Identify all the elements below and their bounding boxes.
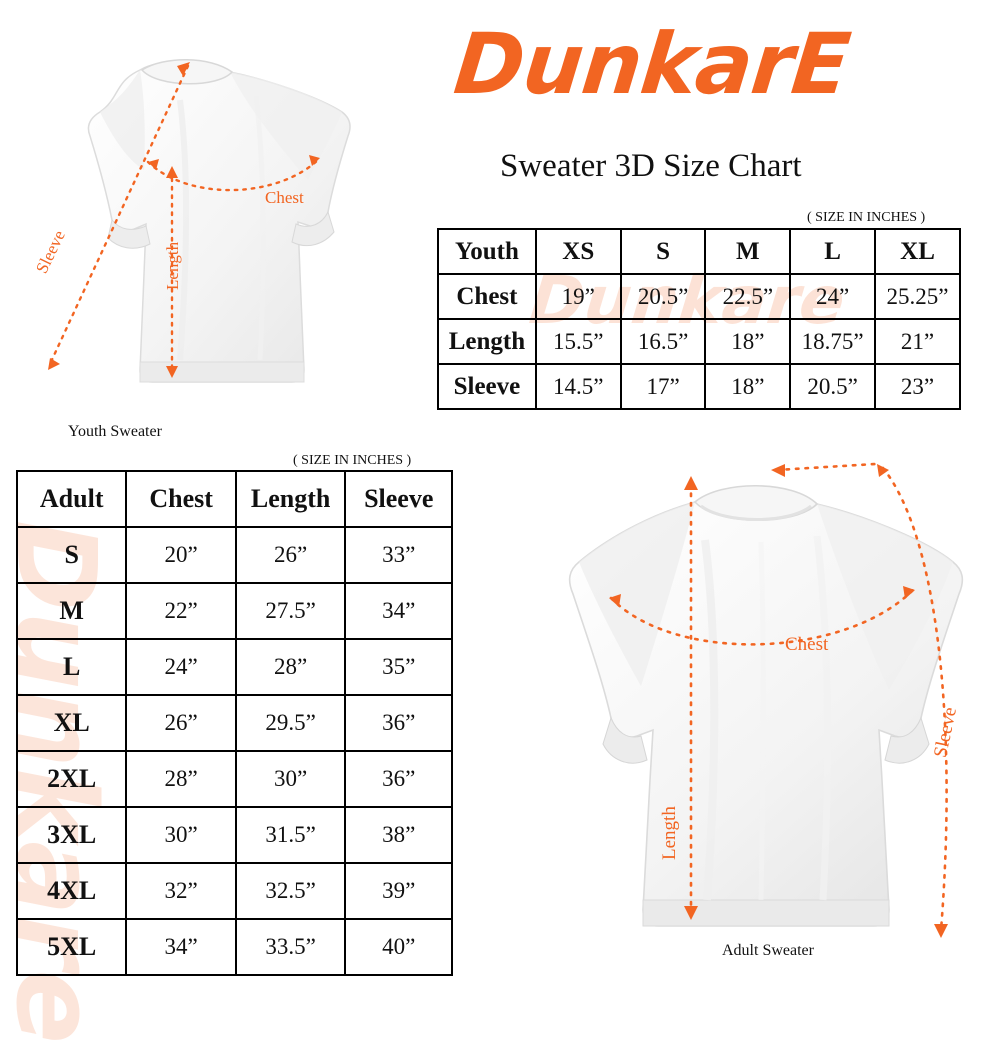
table-row: Youth XS S M L XL	[437, 228, 961, 275]
adult-row-label: 5XL	[15, 918, 128, 976]
adult-col-header: Length	[234, 470, 347, 528]
table-row: Adult Chest Length Sleeve	[15, 470, 453, 528]
adult-cell: 28”	[234, 638, 347, 696]
youth-cell: 18”	[704, 318, 792, 365]
adult-cell: 32”	[125, 862, 237, 920]
youth-cell: 17”	[619, 363, 707, 410]
youth-corner-header: Youth	[437, 228, 537, 275]
size-chart-page: Chest Length Sleeve Youth Sweater Dunkar…	[0, 15, 964, 1044]
youth-col-header: L	[789, 228, 877, 275]
adult-cell: 27.5”	[234, 582, 347, 640]
adult-cell: 30”	[234, 750, 347, 808]
adult-cell: 38”	[344, 806, 453, 864]
youth-cell: 21”	[874, 318, 961, 365]
youth-cell: 20.5”	[619, 273, 707, 320]
adult-cell: 34”	[125, 918, 237, 976]
youth-sweater-illustration	[48, 59, 351, 383]
youth-cell: 18”	[704, 363, 792, 410]
table-row: 4XL 32” 32.5” 39”	[15, 862, 453, 920]
adult-sweater-illustration	[568, 462, 964, 938]
table-row: L 24” 28” 35”	[15, 638, 453, 696]
page-title: Sweater 3D Size Chart	[500, 148, 802, 184]
adult-cell: 36”	[344, 694, 453, 752]
adult-col-header: Chest	[125, 470, 237, 528]
youth-cell: 19”	[534, 273, 622, 320]
youth-cell: 20.5”	[789, 363, 877, 410]
adult-cell: 20”	[125, 526, 237, 584]
youth-cell: 25.25”	[874, 273, 961, 320]
brand-logo: DunkarE	[450, 15, 955, 142]
adult-row-label: 3XL	[15, 806, 128, 864]
youth-size-table: Youth XS S M L XL Chest 19” 20.5” 22.5” …	[437, 228, 961, 410]
adult-cell: 34”	[344, 582, 453, 640]
adult-row-label: M	[15, 582, 128, 640]
adult-row-label: 2XL	[15, 750, 128, 808]
youth-cell: 18.75”	[789, 318, 877, 365]
table-row: S 20” 26” 33”	[15, 526, 453, 584]
table-row: 2XL 28” 30” 36”	[15, 750, 453, 808]
youth-col-header: XS	[534, 228, 622, 275]
adult-row-label: L	[15, 638, 128, 696]
adult-units-caption: ( SIZE IN INCHES )	[293, 453, 412, 468]
adult-cell: 31.5”	[234, 806, 347, 864]
table-row: 3XL 30” 31.5” 38”	[15, 806, 453, 864]
youth-row-label: Chest	[437, 273, 537, 320]
youth-col-header: M	[704, 228, 792, 275]
adult-cell: 40”	[344, 918, 453, 976]
table-row: XL 26” 29.5” 36”	[15, 694, 453, 752]
youth-cell: 14.5”	[534, 363, 622, 410]
youth-length-label: Length	[163, 241, 182, 290]
youth-row-label: Length	[437, 318, 537, 365]
youth-col-header: S	[619, 228, 707, 275]
adult-cell: 28”	[125, 750, 237, 808]
adult-cell: 33”	[344, 526, 453, 584]
adult-row-label: S	[15, 526, 128, 584]
youth-sweater-caption: Youth Sweater	[68, 423, 162, 440]
adult-cell: 29.5”	[234, 694, 347, 752]
table-row: Chest 19” 20.5” 22.5” 24” 25.25”	[437, 273, 961, 320]
adult-chest-label: Chest	[785, 634, 829, 655]
adult-cell: 26”	[234, 526, 347, 584]
table-row: 5XL 34” 33.5” 40”	[15, 918, 453, 976]
youth-row-label: Sleeve	[437, 363, 537, 410]
adult-col-header: Adult	[15, 470, 128, 528]
youth-cell: 23”	[874, 363, 961, 410]
adult-cell: 30”	[125, 806, 237, 864]
youth-cell: 15.5”	[534, 318, 622, 365]
adult-cell: 22”	[125, 582, 237, 640]
adult-cell: 35”	[344, 638, 453, 696]
adult-cell: 26”	[125, 694, 237, 752]
adult-cell: 36”	[344, 750, 453, 808]
adult-length-label: Length	[659, 806, 680, 860]
table-row: Length 15.5” 16.5” 18” 18.75” 21”	[437, 318, 961, 365]
youth-cell: 24”	[789, 273, 877, 320]
adult-row-label: XL	[15, 694, 128, 752]
youth-cell: 16.5”	[619, 318, 707, 365]
adult-cell: 39”	[344, 862, 453, 920]
adult-cell: 24”	[125, 638, 237, 696]
adult-sweater-caption: Adult Sweater	[722, 942, 814, 959]
adult-size-table: Adult Chest Length Sleeve S 20” 26” 33” …	[15, 470, 453, 976]
adult-cell: 32.5”	[234, 862, 347, 920]
adult-row-label: 4XL	[15, 862, 128, 920]
table-row: Sleeve 14.5” 17” 18” 20.5” 23”	[437, 363, 961, 410]
table-row: M 22” 27.5” 34”	[15, 582, 453, 640]
youth-chest-label: Chest	[265, 188, 304, 207]
youth-col-header: XL	[874, 228, 961, 275]
adult-col-header: Sleeve	[344, 470, 453, 528]
youth-units-caption: ( SIZE IN INCHES )	[807, 210, 926, 225]
youth-cell: 22.5”	[704, 273, 792, 320]
brand-logo-text: DunkarE	[449, 15, 854, 113]
adult-cell: 33.5”	[234, 918, 347, 976]
